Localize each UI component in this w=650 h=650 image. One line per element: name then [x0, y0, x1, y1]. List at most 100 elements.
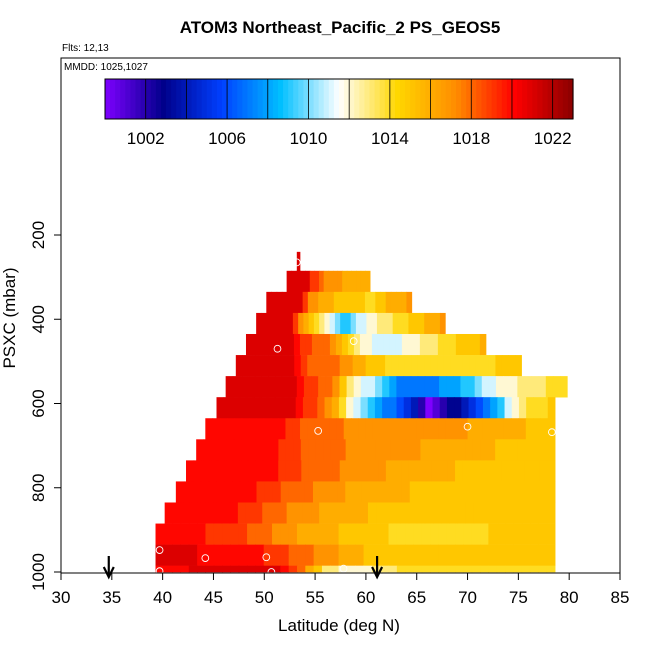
heatmap-cell	[255, 355, 263, 377]
heatmap-cell	[424, 376, 433, 398]
heatmap-cell	[452, 418, 461, 440]
heatmap-cell	[363, 565, 373, 573]
heatmap-cell	[388, 523, 398, 545]
heatmap-cell	[513, 523, 523, 545]
heatmap-cell	[363, 523, 373, 545]
heatmap-cell	[343, 502, 353, 524]
plot-frame	[60, 57, 621, 574]
heatmap-cell	[506, 481, 516, 503]
colorbar-step	[506, 79, 513, 119]
heatmap-cell	[346, 355, 354, 377]
heatmap-cell	[216, 397, 225, 419]
heatmap-cell	[413, 523, 423, 545]
heatmap-cell	[155, 523, 165, 545]
heatmap-cell	[280, 565, 290, 573]
heatmap-cell	[479, 333, 487, 356]
observation-marker	[273, 344, 282, 353]
heatmap-cell	[533, 418, 541, 440]
heatmap-cell	[435, 439, 444, 461]
heatmap-cell	[521, 565, 531, 573]
heatmap-cell	[302, 291, 309, 314]
colorbar-step	[262, 79, 269, 119]
heatmap-cell	[242, 355, 250, 377]
colorbar-step	[130, 79, 137, 119]
colorbar-step	[354, 79, 360, 119]
heatmap-cell	[287, 355, 295, 377]
x-axis: 30 35 40 45 50 55 60 65 70 75 80 85	[52, 573, 629, 607]
heatmap-cell	[263, 418, 272, 440]
heatmap-cell	[230, 397, 239, 419]
heatmap-cell	[438, 418, 447, 440]
heatmap-cell	[259, 397, 268, 419]
heatmap-cell	[238, 544, 248, 566]
heatmap-cell	[342, 270, 348, 293]
heatmap-cell	[278, 439, 287, 461]
y-axis: 200 400 600 800 1000	[29, 221, 61, 591]
colorbar-step	[247, 79, 254, 119]
heatmap-cell	[359, 333, 367, 356]
colorbar-step	[476, 79, 483, 119]
heatmap-cell	[222, 523, 231, 545]
heatmap-cell	[532, 439, 541, 461]
heatmap-cell	[286, 270, 292, 293]
heatmap-cell	[480, 439, 489, 461]
heatmap-cell	[396, 523, 406, 545]
heatmap-cell	[345, 481, 354, 503]
heatmap-cell	[405, 565, 414, 573]
heatmap-cell	[172, 523, 181, 545]
heatmap-cell	[307, 418, 316, 440]
heatmap-cell	[375, 439, 384, 461]
heatmap-cell	[460, 376, 469, 398]
heatmap-cell	[274, 397, 282, 419]
heatmap-cell	[463, 565, 473, 573]
heatmap-cell	[245, 333, 253, 356]
heatmap-cell	[320, 355, 328, 377]
heatmap-cell	[439, 397, 448, 419]
heatmap-cell	[382, 397, 390, 419]
heatmap-cell	[424, 502, 434, 524]
heatmap-cell	[423, 418, 432, 440]
heatmap-cell	[255, 565, 265, 573]
colorbar-step	[232, 79, 238, 119]
heatmap-cell	[471, 544, 481, 566]
heatmap-cell	[269, 333, 277, 356]
heatmap-cell	[216, 481, 225, 503]
heatmap-cell	[163, 565, 173, 573]
observation-marker	[201, 554, 210, 562]
heatmap-cell	[323, 291, 330, 314]
heatmap-cell	[328, 291, 335, 314]
heatmap-cell	[505, 565, 514, 573]
heatmap-cell	[469, 355, 477, 377]
heatmap-cell	[524, 376, 533, 398]
heatmap-cell	[498, 502, 507, 524]
y-tick-label: 800	[29, 474, 48, 502]
heatmap-cell	[546, 502, 556, 524]
heatmap-cell	[540, 439, 548, 461]
heatmap-cell	[266, 397, 275, 419]
heatmap-cell	[321, 565, 331, 573]
heatmap-cell	[369, 481, 378, 503]
heatmap-cell	[389, 333, 397, 356]
latitude-arrows	[102, 556, 384, 580]
heatmap-cell	[368, 439, 377, 461]
heatmap-cell	[223, 397, 232, 419]
heatmap-cell	[457, 439, 466, 461]
heatmap-cell	[271, 312, 278, 335]
heatmap-cell	[385, 460, 395, 482]
heatmap-cell	[354, 291, 361, 314]
heatmap-cell	[508, 355, 516, 377]
heatmap-cell	[211, 439, 220, 461]
heatmap-cell	[433, 481, 443, 503]
heatmap-cell	[188, 523, 198, 545]
heatmap-cell	[416, 418, 425, 440]
heatmap-cell	[305, 565, 315, 573]
heatmap-cell	[295, 397, 304, 419]
heatmap-cell	[225, 376, 234, 398]
colorbar-step	[339, 79, 345, 119]
heatmap-cell	[224, 460, 233, 482]
heatmap-cell	[367, 376, 376, 398]
heatmap-cell	[296, 544, 306, 566]
x-tick-label: 60	[356, 588, 375, 607]
heatmap-cell	[353, 439, 362, 461]
colorbar-step	[120, 79, 126, 119]
